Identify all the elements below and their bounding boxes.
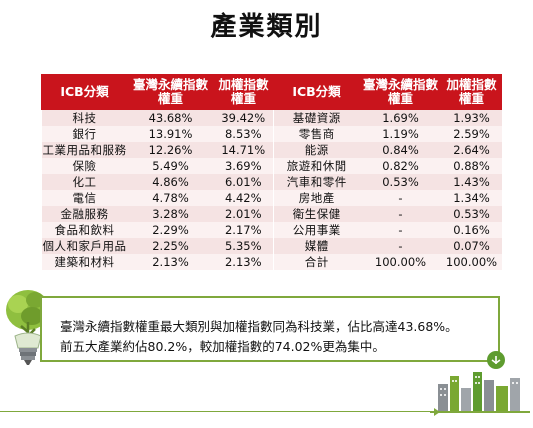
- cell-icb-1: 化工: [41, 174, 128, 190]
- cell-taiex-weight-2: 2.59%: [441, 126, 502, 142]
- cell-icb-2: 能源: [273, 142, 360, 158]
- table-row: 個人和家戶用品 2.25% 5.35% 媒體 -0.07%: [41, 238, 502, 254]
- cell-taiex-weight-1: 14.71%: [213, 142, 274, 158]
- table-row: 銀行 13.91% 8.53% 零售商 1.19% 2.59%: [41, 126, 502, 142]
- cell-sustain-weight-1: 2.29%: [127, 222, 214, 238]
- cell-sustain-weight-2: -: [359, 206, 442, 222]
- cell-icb-1: 食品和飲料: [41, 222, 128, 238]
- cell-icb-1: 電信: [41, 190, 128, 206]
- summary-line-2: 前五大產業約佔80.2%，較加權指數的74.02%更為集中。: [60, 339, 385, 354]
- cell-sustain-weight-1: 2.13%: [127, 254, 214, 270]
- table-header-row: ICB分類 臺灣永續指數 權重 加權指數 權重 ICB分類 臺灣永續指數 權重 …: [41, 74, 502, 110]
- cell-taiex-weight-2: 0.88%: [441, 158, 502, 174]
- cell-taiex-weight-1: 4.42%: [213, 190, 274, 206]
- cell-taiex-weight-2: 1.34%: [441, 190, 502, 206]
- cell-sustain-weight-1: 5.49%: [127, 158, 214, 174]
- cell-sustain-weight-2: 0.82%: [359, 158, 442, 174]
- table-row: 建築和材料 2.13% 2.13% 合計 100.00% 100.00%: [41, 254, 502, 270]
- cell-sustain-weight-2: 0.84%: [359, 142, 442, 158]
- ground-line: [0, 411, 440, 412]
- cell-sustain-weight-2: 1.19%: [359, 126, 442, 142]
- cell-taiex-weight-1: 39.42%: [213, 109, 274, 126]
- cell-taiex-weight-2: 100.00%: [441, 254, 502, 270]
- cell-icb-1: 個人和家戶用品: [41, 238, 128, 254]
- cell-icb-2: 公用事業: [273, 222, 360, 238]
- cell-sustain-weight-1: 12.26%: [127, 142, 214, 158]
- table-row: 化工 4.86% 6.01% 汽車和零件 0.53% 1.43%: [41, 174, 502, 190]
- table-row: 保險 5.49% 3.69% 旅遊和休閒 0.82% 0.88%: [41, 158, 502, 174]
- cell-taiex-weight-1: 8.53%: [213, 126, 274, 142]
- cell-icb-1: 金融服務: [41, 206, 128, 222]
- cell-icb-2: 媒體: [273, 238, 360, 254]
- cell-sustain-weight-2: 0.53%: [359, 174, 442, 190]
- cell-icb-1: 科技: [41, 109, 128, 126]
- cell-taiex-weight-1: 2.17%: [213, 222, 274, 238]
- cell-taiex-weight-2: 1.43%: [441, 174, 502, 190]
- icb-weight-table: ICB分類 臺灣永續指數 權重 加權指數 權重 ICB分類 臺灣永續指數 權重 …: [41, 74, 502, 270]
- cell-sustain-weight-1: 13.91%: [127, 126, 214, 142]
- cell-taiex-weight-1: 5.35%: [213, 238, 274, 254]
- summary-line-1: 臺灣永續指數權重最大類別與加權指數同為科技業，佔比高達43.68%。: [60, 319, 458, 334]
- cell-sustain-weight-1: 3.28%: [127, 206, 214, 222]
- cell-icb-1: 保險: [41, 158, 128, 174]
- cell-icb-2: 合計: [273, 254, 360, 270]
- page-title: 產業類別: [210, 12, 323, 42]
- lightbulb-plant-icon: [6, 290, 50, 365]
- cell-taiex-weight-2: 0.16%: [441, 222, 502, 238]
- table-row: 食品和飲料 2.29% 2.17% 公用事業 -0.16%: [41, 222, 502, 238]
- table-row: 金融服務 3.28% 2.01% 衛生保健 -0.53%: [41, 206, 502, 222]
- cell-taiex-weight-1: 2.13%: [213, 254, 274, 270]
- table-row: 科技 43.68% 39.42% 基礎資源 1.69% 1.93%: [41, 109, 502, 126]
- cell-icb-2: 零售商: [273, 126, 360, 142]
- cell-sustain-weight-1: 2.25%: [127, 238, 214, 254]
- cell-icb-1: 工業用品和服務: [41, 142, 128, 158]
- table-row: 電信 4.78% 4.42% 房地產 -1.34%: [41, 190, 502, 206]
- cell-icb-2: 基礎資源: [273, 109, 360, 126]
- cell-icb-1: 銀行: [41, 126, 128, 142]
- cell-icb-2: 房地產: [273, 190, 360, 206]
- header-taiex-weight-1: 加權指數 權重: [213, 74, 274, 110]
- cell-taiex-weight-1: 2.01%: [213, 206, 274, 222]
- cell-sustain-weight-1: 4.86%: [127, 174, 214, 190]
- header-icb-2: ICB分類: [273, 74, 360, 110]
- cell-sustain-weight-2: 1.69%: [359, 109, 442, 126]
- header-sustain-weight-2: 臺灣永續指數 權重: [359, 74, 442, 110]
- cell-icb-2: 衛生保健: [273, 206, 360, 222]
- header-taiex-weight-2: 加權指數 權重: [441, 74, 502, 110]
- cell-taiex-weight-1: 3.69%: [213, 158, 274, 174]
- cell-taiex-weight-1: 6.01%: [213, 174, 274, 190]
- cell-taiex-weight-2: 0.07%: [441, 238, 502, 254]
- cell-sustain-weight-1: 43.68%: [127, 109, 214, 126]
- cell-sustain-weight-2: -: [359, 238, 442, 254]
- summary-note-box: 臺灣永續指數權重最大類別與加權指數同為科技業，佔比高達43.68%。 前五大產業…: [40, 296, 500, 362]
- header-sustain-weight-1: 臺灣永續指數 權重: [127, 74, 214, 110]
- cell-icb-2: 旅遊和休閒: [273, 158, 360, 174]
- cell-sustain-weight-1: 4.78%: [127, 190, 214, 206]
- cell-sustain-weight-2: 100.00%: [359, 254, 442, 270]
- green-city-icon: [430, 351, 530, 416]
- cell-taiex-weight-2: 2.64%: [441, 142, 502, 158]
- header-icb-1: ICB分類: [41, 74, 128, 110]
- cell-icb-1: 建築和材料: [41, 254, 128, 270]
- table-row: 工業用品和服務 12.26% 14.71% 能源 0.84% 2.64%: [41, 142, 502, 158]
- cell-taiex-weight-2: 0.53%: [441, 206, 502, 222]
- cell-sustain-weight-2: -: [359, 190, 442, 206]
- cell-sustain-weight-2: -: [359, 222, 442, 238]
- cell-icb-2: 汽車和零件: [273, 174, 360, 190]
- cell-taiex-weight-2: 1.93%: [441, 109, 502, 126]
